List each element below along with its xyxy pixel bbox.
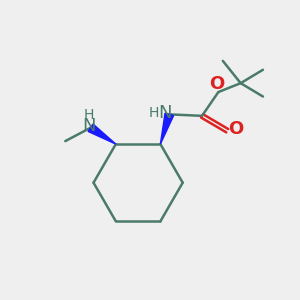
Text: N: N <box>82 117 96 135</box>
Text: O: O <box>228 120 243 138</box>
Text: N: N <box>158 104 172 122</box>
Polygon shape <box>88 124 116 144</box>
Polygon shape <box>160 113 174 144</box>
Text: H: H <box>84 108 94 122</box>
Text: O: O <box>209 75 224 93</box>
Text: H: H <box>149 106 159 120</box>
